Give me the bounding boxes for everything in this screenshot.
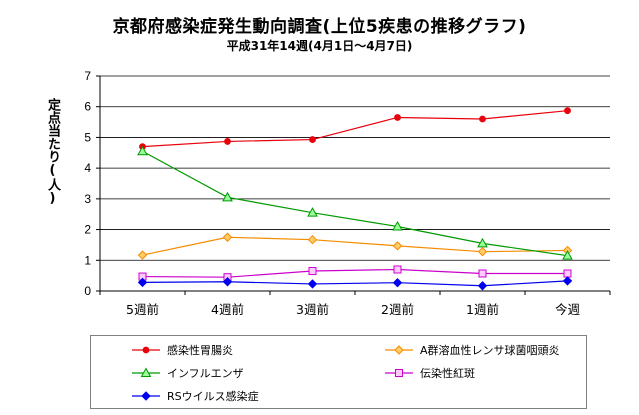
legend-item: 感染性胃腸炎 (131, 342, 233, 358)
legend-item: RSウイルス感染症 (131, 388, 259, 404)
legend-marker (142, 346, 150, 354)
y-tick-label: 7 (84, 69, 91, 83)
data-point (392, 220, 403, 231)
series-3 (138, 265, 572, 282)
data-point (392, 241, 403, 251)
chart-title: 京都府感染症発生動向調査(上位5疾患の推移グラフ) (112, 17, 527, 37)
legend: 感染性胃腸炎 A群溶血性レンサ球菌咽頭炎インフルエンザ 伝染性紅斑 RSウイルス感染症 (90, 335, 587, 409)
legend-label: A群溶血性レンサ球菌咽頭炎 (420, 344, 560, 357)
data-point (308, 267, 317, 276)
data-point (563, 269, 572, 278)
data-point (562, 250, 573, 260)
legend-swatch (385, 345, 413, 355)
legend-swatch (385, 369, 413, 377)
legend-item: 伝染性紅斑 (384, 365, 475, 381)
x-tick-label: 2週前 (381, 302, 414, 317)
y-tick-label: 5 (84, 130, 91, 144)
legend-swatch (132, 367, 160, 377)
x-tick-label: 5週前 (126, 302, 159, 317)
y-tick-label: 6 (84, 100, 91, 114)
data-point (393, 265, 402, 274)
series-line (142, 110, 568, 148)
legend-marker (394, 345, 404, 355)
data-point (307, 207, 318, 217)
data-point (309, 136, 316, 143)
data-point (307, 279, 318, 289)
line-chart: 0 1 2 3 4 5 6 7 5週前 4週前 3週前 2週前 1週前 今週 (84, 69, 611, 317)
legend-swatch (132, 391, 160, 401)
y-tick-label: 2 (84, 223, 91, 237)
data-point (564, 107, 571, 115)
data-point (562, 276, 573, 286)
series-0 (139, 107, 571, 151)
data-point (479, 115, 486, 123)
data-point (224, 138, 231, 145)
series-4 (137, 276, 573, 291)
legend-swatch (132, 346, 160, 354)
data-point (222, 277, 233, 287)
y-tick-label: 1 (84, 253, 91, 267)
data-point (477, 281, 488, 291)
data-point (477, 246, 488, 257)
series-line (142, 280, 568, 287)
legend-label: インフルエンザ (167, 367, 244, 380)
y-axis-label: 定点当たり(人) (45, 98, 60, 206)
legend-label: RSウイルス感染症 (167, 390, 259, 403)
legend-item: インフルエンザ (131, 365, 244, 381)
x-tick-label: 3週前 (296, 302, 329, 317)
data-point (394, 114, 401, 121)
legend-label: 感染性胃腸炎 (167, 344, 233, 357)
data-point (477, 237, 488, 248)
chart-subtitle: 平成31年14週(4月1日～4月7日) (226, 39, 413, 53)
legend-marker (395, 369, 403, 377)
data-point (137, 250, 148, 260)
data-point (137, 277, 148, 288)
legend-item: A群溶血性レンサ球菌咽頭炎 (384, 342, 560, 358)
series-2 (137, 145, 573, 260)
series-line (142, 150, 568, 257)
y-tick-label: 4 (84, 161, 91, 175)
data-point (392, 278, 403, 288)
series-line (142, 236, 568, 256)
data-point (307, 235, 318, 245)
data-point (222, 191, 233, 202)
x-tick-label: 今週 (555, 302, 581, 317)
legend-marker (141, 391, 151, 401)
data-point (137, 145, 148, 156)
legend-marker (140, 367, 152, 377)
series-1 (137, 232, 573, 260)
legend-label: 伝染性紅斑 (420, 367, 475, 380)
y-tick-label: 3 (84, 192, 91, 206)
x-tick-label: 4週前 (211, 302, 244, 317)
x-tick-label: 1週前 (466, 302, 499, 317)
y-tick-label: 0 (84, 284, 91, 298)
data-point (222, 232, 233, 242)
series-line (142, 268, 568, 278)
data-point (478, 269, 487, 278)
